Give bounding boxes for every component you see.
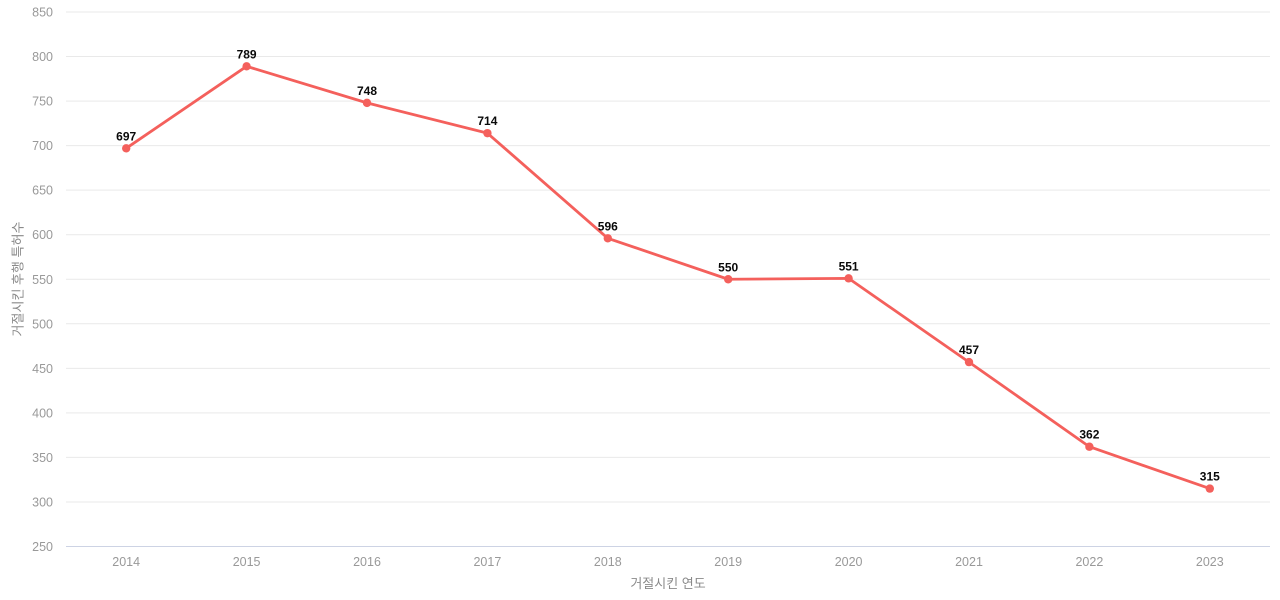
data-point[interactable] [844,274,853,283]
x-tick-label: 2021 [955,555,983,569]
y-tick-label: 700 [32,139,53,153]
data-point[interactable] [242,62,251,71]
y-tick-label: 300 [32,495,53,509]
y-tick-label: 800 [32,50,53,64]
y-tick-label: 400 [32,406,53,420]
x-tick-label: 2018 [594,555,622,569]
data-point[interactable] [483,128,492,138]
x-tick-label: 2016 [353,555,381,569]
data-point-label: 697 [116,129,136,143]
x-tick-label: 2023 [1196,555,1224,569]
data-point[interactable] [724,275,733,284]
data-point-label: 789 [237,47,257,61]
y-tick-label: 600 [32,228,53,242]
x-tick-label: 2014 [112,555,140,569]
x-axis-title: 거절시킨 연도 [630,576,706,591]
y-tick-label: 550 [32,273,53,287]
data-point-label: 714 [477,114,497,128]
x-tick-label: 2019 [714,555,742,569]
data-point[interactable] [362,98,372,108]
data-point[interactable] [964,357,974,367]
data-point-label: 457 [959,343,979,357]
y-tick-label: 350 [32,451,53,465]
x-tick-label: 2015 [233,555,261,569]
data-point-label: 550 [718,260,738,274]
y-tick-label: 450 [32,362,53,376]
data-point-label: 551 [839,259,859,273]
y-tick-label: 500 [32,317,53,331]
x-tick-label: 2020 [835,555,863,569]
data-point-label: 362 [1079,428,1099,442]
data-point[interactable] [1085,442,1094,451]
data-point-label: 748 [357,84,377,98]
data-point[interactable] [1205,484,1215,493]
x-tick-label: 2017 [473,555,501,569]
y-tick-label: 650 [32,184,53,198]
data-point[interactable] [603,234,612,243]
x-tick-label: 2022 [1075,555,1103,569]
data-point[interactable] [122,144,131,153]
y-tick-label: 750 [32,95,53,109]
series-line [124,64,1212,490]
y-tick-label: 850 [32,6,53,20]
data-point-label: 315 [1200,470,1220,484]
y-tick-label: 250 [32,540,53,554]
y-axis-title: 거절시킨 후행 특허수 [10,221,26,337]
data-point-label: 596 [598,219,618,233]
